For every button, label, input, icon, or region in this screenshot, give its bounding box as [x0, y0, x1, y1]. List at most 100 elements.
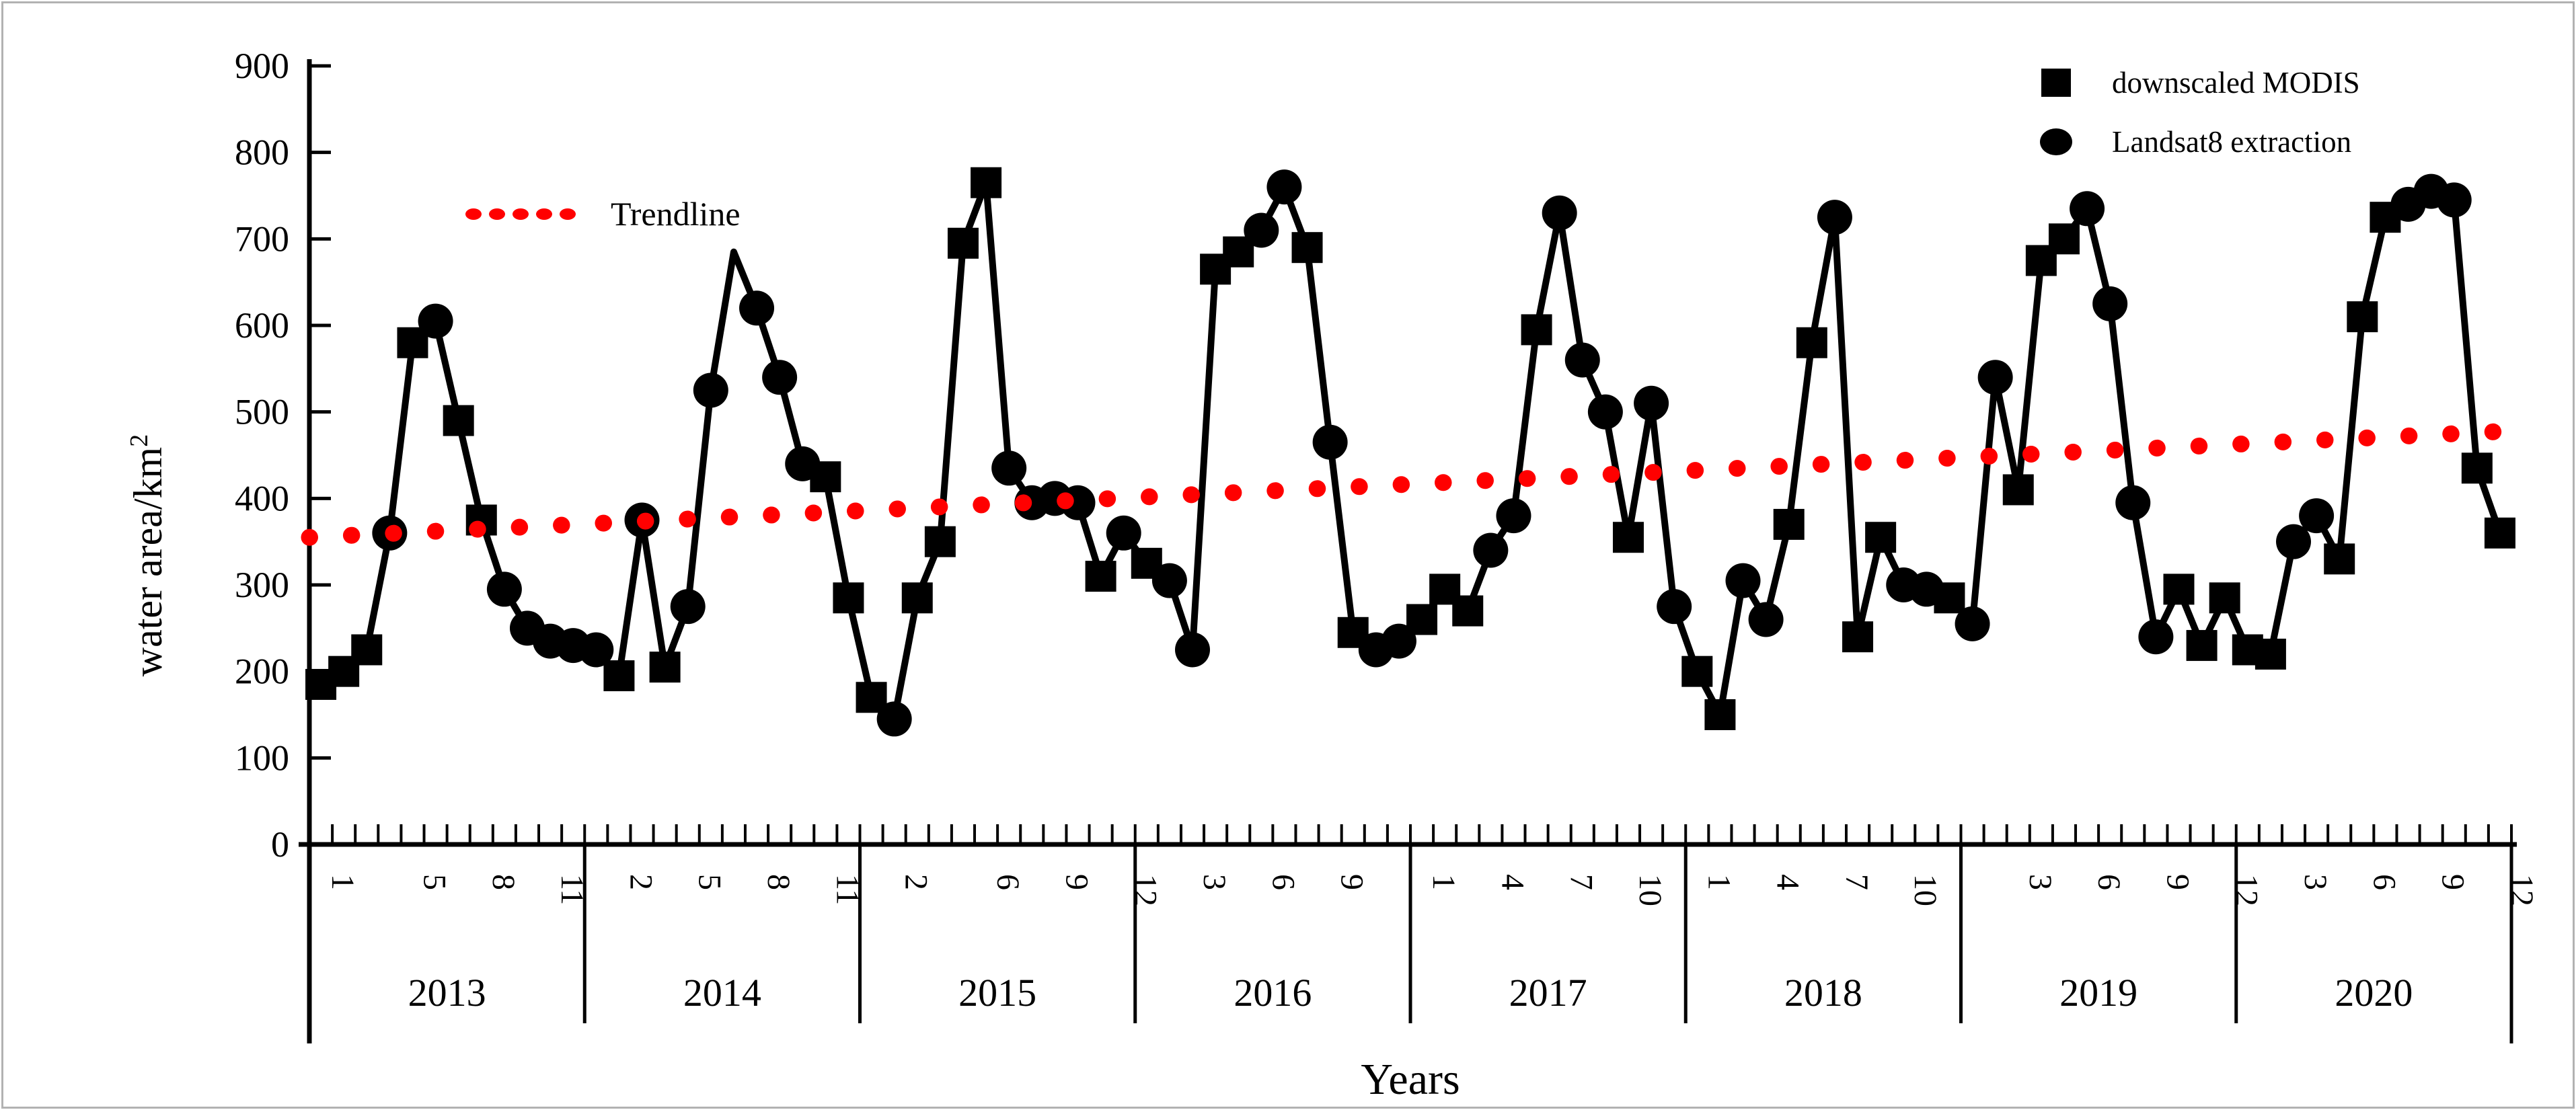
square-icon — [2039, 69, 2073, 97]
data-marker-square — [1865, 522, 1897, 553]
data-marker-circle — [1725, 563, 1761, 598]
data-marker-circle — [2299, 498, 2335, 534]
data-marker-square — [2209, 582, 2240, 614]
data-marker-square — [2163, 573, 2195, 605]
y-tick-label: 0 — [271, 824, 289, 865]
data-marker-circle — [1748, 602, 1784, 637]
month-tick-label: 9 — [1059, 874, 1094, 890]
legend: downscaled MODIS Landsat8 extraction — [2039, 62, 2360, 163]
data-marker-square — [443, 405, 474, 436]
data-marker-circle — [1955, 606, 1990, 641]
data-marker-circle — [693, 372, 728, 408]
data-marker-square — [351, 634, 383, 666]
month-tick-label: 7 — [1564, 874, 1599, 890]
data-marker-circle — [486, 571, 522, 607]
data-marker-square — [1773, 508, 1805, 540]
data-marker-circle — [876, 701, 912, 737]
data-marker-circle — [418, 303, 453, 339]
month-tick-label: 6 — [2366, 874, 2402, 890]
month-tick-label: 8 — [761, 874, 796, 890]
data-marker-square — [2255, 638, 2286, 670]
data-marker-square — [833, 582, 864, 614]
month-tick-label: 6 — [2091, 874, 2127, 890]
month-tick-label: 12 — [1128, 874, 1164, 906]
data-marker-circle — [2276, 524, 2312, 559]
month-tick-label: 3 — [2298, 874, 2333, 890]
data-marker-circle — [2070, 191, 2105, 227]
month-tick-label: 7 — [1839, 874, 1874, 890]
y-tick-label: 100 — [235, 738, 289, 778]
data-marker-square — [1704, 699, 1736, 730]
data-marker-square — [1842, 621, 1874, 653]
data-marker-square — [1406, 604, 1438, 635]
month-tick-label: 10 — [1907, 874, 1943, 906]
month-tick-label: 10 — [1632, 874, 1668, 906]
data-marker-square — [2002, 474, 2034, 506]
month-tick-label: 12 — [2504, 874, 2540, 906]
month-tick-label: 3 — [2022, 874, 2058, 890]
data-marker-square — [2324, 543, 2355, 575]
month-tick-label: 2 — [623, 874, 658, 890]
data-marker-square — [810, 461, 841, 493]
year-label: 2013 — [408, 971, 486, 1015]
month-tick-label: 9 — [2435, 874, 2471, 890]
year-label: 2014 — [683, 971, 761, 1015]
y-axis-title-wrap: water area/km2 — [54, 0, 242, 1110]
month-tick-label: 12 — [2229, 874, 2265, 906]
year-label: 2020 — [2335, 971, 2413, 1015]
data-marker-circle — [2092, 286, 2128, 321]
data-marker-square — [603, 660, 635, 692]
legend-item-landsat: Landsat8 extraction — [2039, 121, 2360, 163]
y-axis-title: water area/km2 — [124, 434, 172, 676]
data-marker-circle — [1587, 394, 1623, 430]
month-tick-label: 2 — [899, 874, 934, 890]
data-marker-circle — [991, 450, 1027, 486]
x-axis-title: Years — [1361, 1055, 1460, 1104]
year-label: 2016 — [1234, 971, 1312, 1015]
y-tick-label: 500 — [235, 392, 289, 432]
data-marker-square — [1291, 232, 1323, 264]
data-marker-circle — [1657, 589, 1692, 625]
data-marker-square — [1934, 582, 1965, 614]
data-marker-circle — [1312, 424, 1348, 460]
month-tick-label: 1 — [325, 874, 361, 890]
trendline-label: Trendline — [611, 195, 741, 233]
data-marker-circle — [1151, 563, 1187, 598]
data-marker-square — [971, 167, 1002, 198]
data-marker-circle — [2115, 485, 2151, 520]
month-tick-label: 8 — [486, 874, 521, 890]
y-tick-label: 300 — [235, 565, 289, 605]
data-marker-circle — [2138, 619, 2174, 655]
data-marker-square — [2186, 630, 2218, 662]
data-marker-circle — [1634, 385, 1669, 421]
month-tick-label: 6 — [990, 874, 1026, 890]
data-marker-circle — [1977, 360, 2013, 395]
data-marker-circle — [578, 632, 614, 668]
data-marker-circle — [1106, 515, 1141, 551]
legend-item-modis: downscaled MODIS — [2039, 62, 2360, 104]
y-tick-label: 400 — [235, 478, 289, 518]
data-marker-circle — [1542, 195, 1577, 231]
month-tick-label: 5 — [692, 874, 728, 890]
data-marker-square — [2048, 223, 2080, 255]
trendline — [301, 422, 2520, 546]
y-tick-label: 800 — [235, 132, 289, 173]
month-tick-label: 9 — [1334, 874, 1370, 890]
circle-icon — [2039, 128, 2073, 155]
trendline-legend: Trendline — [465, 194, 741, 234]
month-tick-label: 6 — [1265, 874, 1301, 890]
data-marker-square — [1085, 561, 1116, 592]
year-label: 2017 — [1509, 971, 1587, 1015]
month-tick-label: 5 — [416, 874, 452, 890]
data-marker-square — [947, 227, 979, 259]
data-marker-square — [2461, 452, 2493, 484]
data-marker-square — [1521, 314, 1552, 346]
y-axis-title-text: water area/km — [126, 446, 170, 676]
legend-label-modis: downscaled MODIS — [2112, 66, 2360, 100]
data-marker-square — [924, 526, 956, 557]
year-label: 2019 — [2059, 971, 2137, 1015]
data-marker-circle — [1473, 532, 1509, 568]
month-tick-label: 1 — [1426, 874, 1462, 890]
legend-label-landsat: Landsat8 extraction — [2112, 125, 2352, 159]
month-tick-label: 4 — [1494, 874, 1530, 890]
